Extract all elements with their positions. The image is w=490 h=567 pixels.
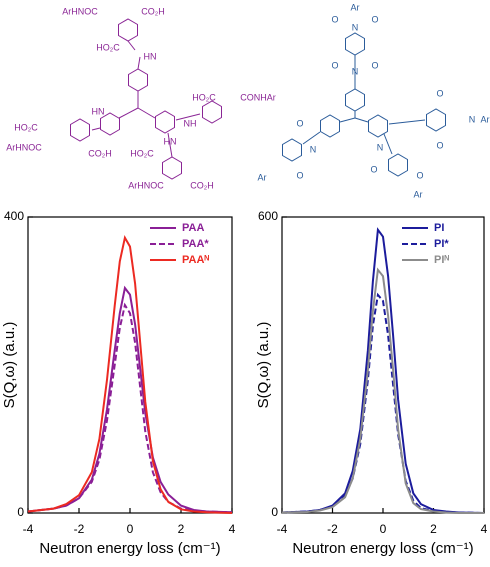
ring bbox=[118, 18, 138, 42]
legend-label: PAA bbox=[182, 222, 204, 234]
ring bbox=[162, 156, 182, 180]
y-tick-label: 0 bbox=[271, 505, 278, 519]
x-tick-label: -4 bbox=[23, 522, 34, 536]
y-tick-label: 0 bbox=[17, 505, 24, 519]
ring bbox=[202, 100, 222, 124]
x-tick-label: 2 bbox=[430, 522, 437, 536]
series-line bbox=[281, 292, 485, 514]
structure-label: O bbox=[436, 140, 443, 150]
structure-label: N bbox=[377, 142, 384, 152]
bond bbox=[388, 119, 426, 125]
series-line bbox=[281, 227, 485, 514]
x-tick-label: 0 bbox=[127, 522, 134, 536]
y-axis-label: S(Q,ω) (a.u.) bbox=[1, 322, 18, 409]
ring bbox=[128, 68, 148, 92]
series-line bbox=[27, 285, 233, 514]
structure-label: N bbox=[352, 66, 359, 76]
structure-label: N bbox=[310, 144, 317, 154]
y-tick-label: 600 bbox=[258, 209, 278, 223]
ring bbox=[282, 138, 302, 162]
chart: -4 -2 0 2 4 0 400 Neutron energy loss (cm⁻¹) S(Q… bbox=[1, 209, 236, 557]
structure-label: HO₂C bbox=[192, 92, 216, 102]
structure-label: O bbox=[296, 118, 303, 128]
structure-label: HO₂C bbox=[96, 42, 120, 52]
x-tick-label: -2 bbox=[74, 522, 85, 536]
ring bbox=[155, 110, 175, 134]
structure-label: O bbox=[296, 170, 303, 180]
x-tick-label: 4 bbox=[481, 522, 488, 536]
structure-label: HO₂C bbox=[130, 148, 154, 158]
legend-label: PIᴺ bbox=[434, 254, 449, 266]
structure-label: CONHAr bbox=[240, 92, 276, 102]
legend-label: PI bbox=[434, 222, 444, 234]
bond bbox=[127, 40, 136, 51]
structure-label: Ar bbox=[481, 114, 490, 124]
y-axis-label: S(Q,ω) (a.u.) bbox=[255, 322, 272, 409]
structure-label: ArHNOC bbox=[6, 142, 42, 152]
ring bbox=[70, 118, 90, 142]
ring bbox=[345, 88, 365, 112]
legend-label: PAAᴺ bbox=[182, 254, 209, 266]
x-axis-label: Neutron energy loss (cm⁻¹) bbox=[39, 540, 220, 557]
x-tick-label: 0 bbox=[380, 522, 387, 536]
x-tick-label: 4 bbox=[229, 522, 236, 536]
structure-label: HN bbox=[92, 106, 105, 116]
ring bbox=[345, 32, 365, 56]
structure-label: Ar bbox=[414, 189, 423, 199]
series-line bbox=[27, 234, 233, 514]
x-axis-label: Neutron energy loss (cm⁻¹) bbox=[292, 540, 473, 557]
ring bbox=[368, 114, 388, 138]
structure-label: ArHNOC bbox=[128, 180, 164, 190]
structure-label: Ar bbox=[258, 172, 267, 182]
ring bbox=[100, 112, 120, 136]
structure-label: CO₂H bbox=[88, 148, 112, 158]
chart: -4 -2 0 2 4 0 600 Neutron energy loss (cm⁻¹) S(Q… bbox=[255, 209, 488, 557]
plot-frame bbox=[281, 216, 485, 514]
structure-label: N bbox=[469, 114, 476, 124]
structure-label: O bbox=[331, 14, 338, 24]
structure-label: O bbox=[331, 60, 338, 70]
legend-label: PAA* bbox=[182, 238, 209, 250]
structure-label: Ar bbox=[351, 2, 360, 12]
bond bbox=[354, 117, 369, 123]
structure-label: O bbox=[416, 170, 423, 180]
x-tick-label: 2 bbox=[178, 522, 185, 536]
structure-label: O bbox=[371, 14, 378, 24]
bond bbox=[383, 133, 393, 155]
ring bbox=[320, 114, 340, 138]
series-line bbox=[281, 267, 484, 514]
bond bbox=[302, 131, 321, 145]
legend-label: PI* bbox=[434, 238, 449, 250]
y-tick-label: 400 bbox=[4, 209, 24, 223]
bond bbox=[339, 117, 356, 123]
ring bbox=[388, 153, 408, 177]
structure-label: HN bbox=[144, 51, 157, 61]
structure-label: O bbox=[436, 88, 443, 98]
structure-label: HN bbox=[164, 136, 177, 146]
ring bbox=[426, 108, 446, 132]
structure-label: CO₂H bbox=[141, 6, 165, 16]
structure-label: O bbox=[370, 164, 377, 174]
bond bbox=[137, 107, 156, 119]
series-line bbox=[27, 302, 233, 514]
structure-label: ArHNOC bbox=[62, 6, 98, 16]
structure-label: CO₂H bbox=[190, 180, 214, 190]
structure-label: N bbox=[352, 22, 359, 32]
bond bbox=[118, 107, 139, 119]
bond bbox=[167, 132, 173, 158]
structure-label: NH bbox=[184, 118, 197, 128]
bond bbox=[91, 127, 101, 131]
structure-label: O bbox=[371, 60, 378, 70]
bond bbox=[137, 56, 141, 70]
bond bbox=[175, 113, 201, 121]
structure-label: HO₂C bbox=[14, 122, 38, 132]
x-tick-label: -2 bbox=[327, 522, 338, 536]
x-tick-label: -4 bbox=[277, 522, 288, 536]
